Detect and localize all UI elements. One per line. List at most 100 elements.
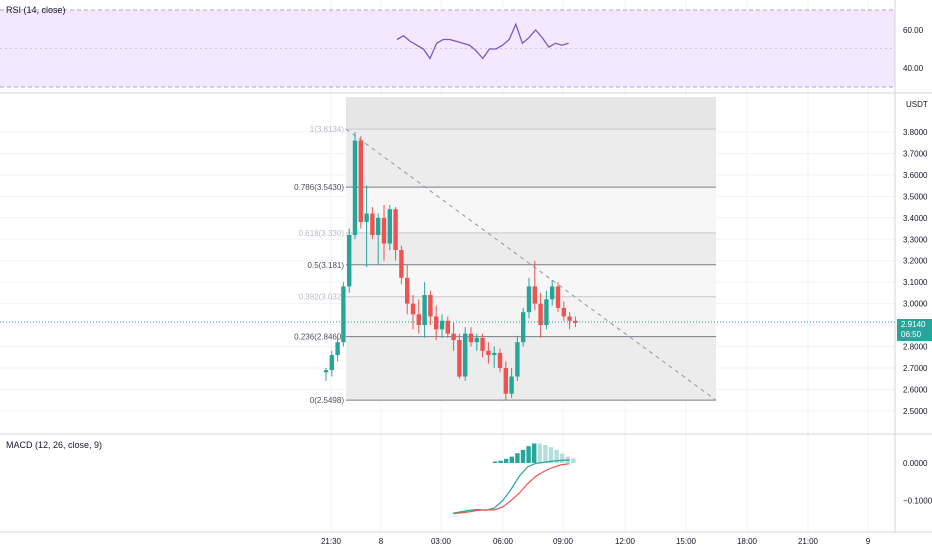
candle-body (352, 140, 358, 235)
macd-histogram-bar (526, 446, 531, 463)
macd-histogram-bar (560, 453, 565, 463)
fib-level-label: 0.382(3.032) (299, 293, 345, 302)
candle-body (573, 320, 578, 323)
macd-histogram-bar (554, 449, 559, 463)
candle-body (428, 295, 433, 317)
rsi-tick-label: 60.00 (903, 26, 924, 35)
candle-body (364, 213, 369, 223)
macd-histogram-bar (548, 447, 554, 463)
candle-body (434, 316, 439, 330)
candle-countdown: 06:50 (901, 330, 922, 339)
candle-body (457, 340, 462, 377)
candle-body (497, 352, 503, 368)
fib-level-label: 0.236(2.8460) (294, 333, 344, 342)
time-tick-label: 8 (379, 537, 384, 546)
price-tick-label: 2.6000 (903, 385, 928, 394)
macd-histogram-bar (504, 458, 509, 463)
candle-body (515, 342, 520, 377)
fib-level-label: 0(2.5498) (310, 396, 345, 405)
macd-pane: 0.0000 −0.1000 (452, 443, 932, 515)
macd-histogram-bar (492, 461, 498, 463)
price-tick-label: 3.7000 (903, 149, 928, 158)
candle-body (347, 234, 352, 287)
time-tick-label: 09:00 (553, 537, 574, 546)
rsi-pane: 60.00 40.00 (0, 9, 924, 88)
candle-body (561, 307, 566, 317)
candle-body (416, 314, 421, 326)
signal-line (452, 463, 570, 515)
fib-top-zone (346, 97, 716, 130)
candle-body (480, 337, 485, 351)
candle-body (381, 217, 387, 244)
candle-body (439, 320, 445, 330)
candle-body (399, 249, 404, 278)
candle-body (393, 209, 398, 250)
candle-body (410, 303, 416, 315)
candle-body (370, 213, 375, 235)
candle-body (532, 286, 537, 304)
time-tick-label: 21:30 (321, 537, 342, 546)
fib-zone (346, 129, 716, 188)
candlestick-series (323, 132, 578, 401)
candle-body (358, 140, 363, 223)
candle-body (376, 217, 381, 235)
price-tick-label: 2.5000 (903, 407, 928, 416)
candle-body (341, 286, 346, 343)
price-tick-label: 3.1000 (903, 278, 928, 287)
time-tick-label: 12:00 (615, 537, 636, 546)
last-price-badge: 2.9140 06:50 (897, 319, 932, 341)
macd-histogram-bar (537, 443, 542, 463)
last-price: 2.9140 (901, 320, 926, 329)
macd-histogram-bar (520, 449, 526, 463)
macd-histogram-bar (509, 456, 514, 463)
candle-body (474, 337, 479, 343)
macd-histogram-bar (543, 445, 548, 463)
candle-body (422, 295, 427, 326)
candle-body (329, 355, 334, 371)
candle-body (468, 333, 474, 343)
time-tick-label: 18:00 (737, 537, 758, 546)
candle-body (405, 277, 410, 304)
time-tick-label: 03:00 (431, 537, 452, 546)
macd-tick-label: −0.1000 (903, 497, 932, 506)
candle-body (463, 333, 468, 377)
price-tick-label: 3.6000 (903, 171, 928, 180)
fib-level-label: 0.618(3.330) (299, 229, 345, 238)
macd-histogram-bar (532, 443, 537, 463)
macd-tick-label: 0.0000 (903, 459, 928, 468)
fib-level-label: 0.5(3.181) (308, 261, 345, 270)
rsi-line (396, 22, 569, 60)
candle-body (550, 286, 555, 300)
fib-zone (346, 187, 716, 233)
fib-zone (346, 336, 716, 401)
macd-label: MACD (12, 26, close, 9) (6, 440, 103, 450)
macd-histogram-bar (571, 458, 576, 463)
price-tick-label: 3.4000 (903, 214, 928, 223)
candle-body (555, 286, 561, 308)
price-tick-label: 3.0000 (903, 300, 928, 309)
price-tick-label: 3.5000 (903, 192, 928, 201)
candle-body (335, 342, 340, 356)
candle-body (538, 303, 543, 326)
candle-body (521, 312, 526, 343)
candle-body (486, 350, 491, 356)
candle-body (445, 320, 450, 334)
price-tick-label: 2.7000 (903, 364, 928, 373)
candle-body (451, 333, 456, 341)
time-tick-label: 9 (866, 537, 871, 546)
candle-body (526, 286, 532, 313)
rsi-label: RSI (14, close) (6, 5, 66, 15)
candle-body (323, 370, 329, 373)
time-tick-label: 15:00 (676, 537, 697, 546)
fibonacci-retracement[interactable]: 1(3.8134) 0.786(3.5430) 0.618(3.330) 0.5(3.… (294, 97, 717, 405)
price-tick-label: 3.8000 (903, 128, 928, 137)
price-tick-label: 2.8000 (903, 343, 928, 352)
candle-body (544, 299, 549, 326)
macd-histogram-bar (515, 453, 520, 463)
currency-label: USDT (906, 100, 928, 109)
time-tick-label: 06:00 (493, 537, 514, 546)
macd-line (452, 459, 570, 514)
time-tick-label: 21:00 (798, 537, 819, 546)
fib-level-label: 1(3.8134) (310, 125, 345, 134)
